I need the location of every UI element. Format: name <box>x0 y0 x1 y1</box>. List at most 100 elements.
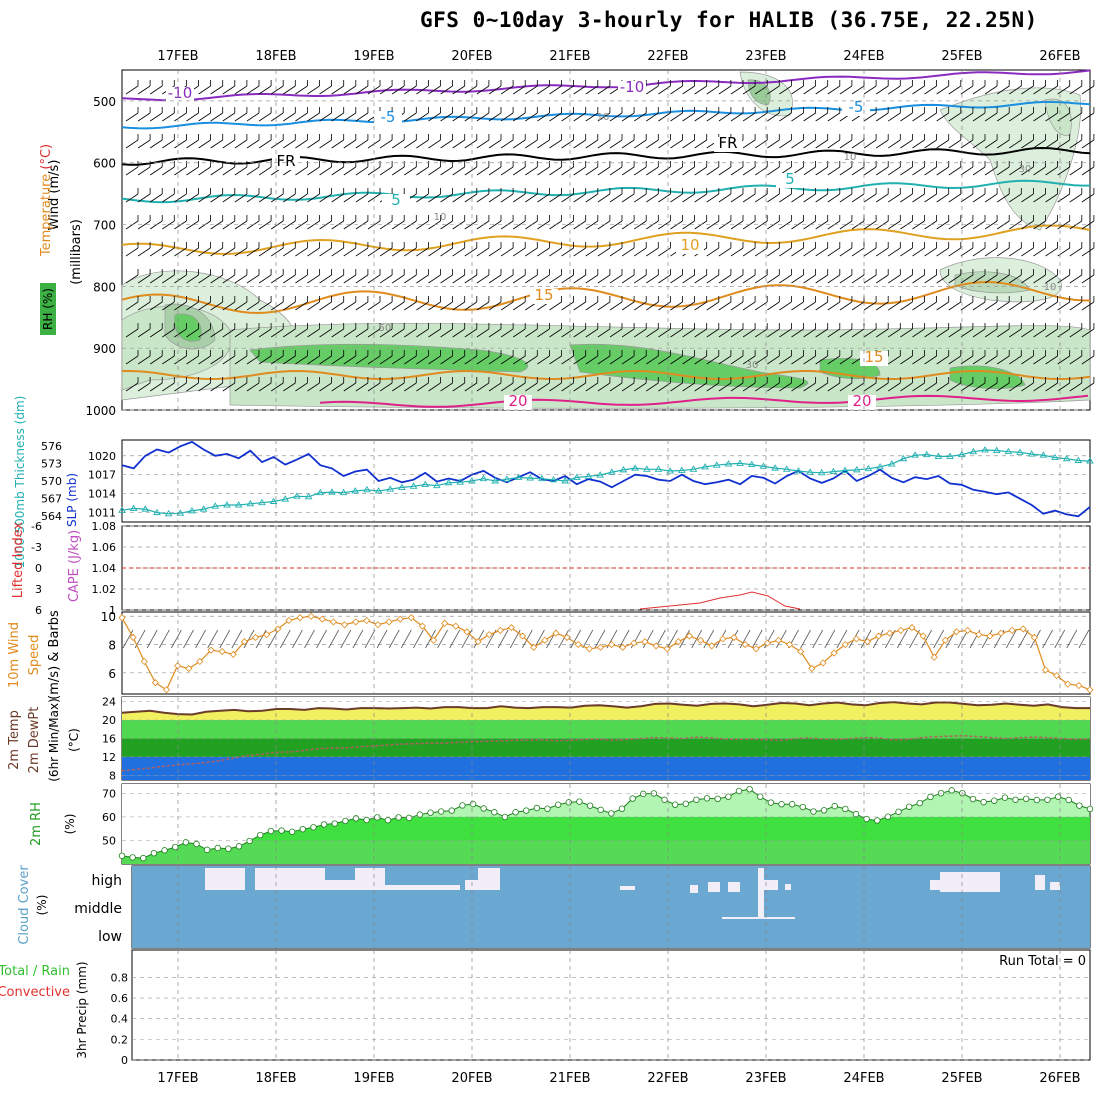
wind-barb <box>984 85 998 95</box>
wind-barb <box>754 328 768 338</box>
wind-barb <box>1009 220 1022 230</box>
wind-barb <box>500 139 514 149</box>
wind-barb <box>694 355 707 365</box>
wind-barb <box>391 301 405 311</box>
wind-barb-10m <box>183 629 194 649</box>
wind-barb <box>960 166 974 176</box>
wind-barb <box>307 139 320 149</box>
wind-barb <box>912 220 925 230</box>
rh-marker <box>1044 796 1051 803</box>
wind-barb <box>972 301 986 311</box>
thickness-marker <box>188 506 196 514</box>
wind-barb <box>234 247 248 257</box>
wind-barb <box>452 328 465 338</box>
wind-barb <box>452 274 465 284</box>
wind-speed-marker <box>585 645 593 653</box>
temp2m-label-b: 2m DewPt <box>27 707 42 774</box>
wind-barb <box>924 220 937 230</box>
wind-barb-10m <box>703 629 715 649</box>
wind-barb-10m <box>292 629 303 649</box>
wind-barb <box>476 85 490 95</box>
wind-barb <box>561 85 574 95</box>
thickness-marker <box>328 488 336 495</box>
wind-speed-marker <box>1008 626 1016 634</box>
wind-barb <box>234 112 248 122</box>
wind-barb-10m <box>909 629 920 649</box>
wind-speed-marker <box>418 622 426 630</box>
wind-barb <box>549 355 562 365</box>
wind-barb <box>609 247 623 257</box>
wind-barb <box>198 220 211 230</box>
wind-barb <box>416 139 429 149</box>
wind-barb <box>343 382 357 392</box>
wind-barb <box>210 85 223 95</box>
wind-barb <box>234 220 248 230</box>
thickness-marker <box>246 499 255 507</box>
wind-speed-marker <box>463 628 471 636</box>
wind-barb-10m <box>195 629 206 649</box>
wind-barb <box>658 220 671 230</box>
wind-barb <box>851 247 865 257</box>
wind-barb <box>900 193 913 203</box>
wind-barb <box>537 166 550 176</box>
wind-barb <box>706 328 720 338</box>
wind-barb <box>295 112 308 122</box>
wind-barb <box>379 166 393 176</box>
thickness-marker <box>269 497 278 504</box>
rh-marker <box>969 795 977 803</box>
wind-barb <box>452 85 465 95</box>
wind-barb <box>331 166 344 176</box>
wind-speed-marker <box>630 639 638 647</box>
wind-barb <box>682 220 695 230</box>
wind-barb <box>670 85 683 95</box>
wind-barb <box>1009 247 1022 257</box>
wind-barb <box>512 193 526 203</box>
thickness-tick: 573 <box>41 457 62 470</box>
wind-barb <box>1033 193 1046 203</box>
wind-barb <box>537 328 550 338</box>
wind-barb <box>416 193 429 203</box>
thickness-marker <box>654 465 663 472</box>
wind-barb <box>646 247 659 257</box>
rh-marker <box>757 793 764 800</box>
wind-barb <box>537 139 550 149</box>
rh-marker <box>778 801 785 808</box>
wind-barb <box>343 85 357 95</box>
wind-barb <box>137 85 151 95</box>
wind-barb <box>609 139 623 149</box>
wind-barb <box>222 85 236 95</box>
rh-marker <box>895 808 902 815</box>
wind-barb <box>561 382 574 392</box>
wind-tick: 8 <box>108 639 116 653</box>
temp2m-label-a: 2m Temp <box>7 710 22 770</box>
isotherm-line <box>319 394 1089 408</box>
wind-barb <box>270 328 284 338</box>
wind-speed-marker <box>1041 666 1050 674</box>
wind-barb <box>404 139 417 149</box>
thickness-marker <box>199 505 208 512</box>
thickness-marker <box>561 477 569 484</box>
wind-speed-marker <box>975 631 983 639</box>
wind-barb-10m <box>618 629 630 649</box>
rh-marker <box>225 845 232 852</box>
wind-barb <box>404 382 417 392</box>
wind-barb <box>670 355 683 365</box>
wind-barb <box>500 355 514 365</box>
wind-barb <box>585 355 599 365</box>
wind-barb <box>1069 193 1083 203</box>
wind-barb <box>307 247 320 257</box>
rh-marker <box>374 814 381 821</box>
wind-barb <box>1069 301 1083 311</box>
wind-barb <box>210 139 223 149</box>
wind-barb <box>246 166 260 176</box>
wind-barb <box>597 382 611 392</box>
wind-barb <box>234 166 248 176</box>
wind-speed-marker <box>952 628 961 636</box>
wind-barb <box>585 220 599 230</box>
isotherm-label-bg <box>776 173 804 188</box>
wind-barb <box>452 220 465 230</box>
wind-barb <box>694 220 707 230</box>
wind-barb <box>888 355 901 365</box>
wind-barb <box>839 355 853 365</box>
wind-barb <box>754 274 768 284</box>
